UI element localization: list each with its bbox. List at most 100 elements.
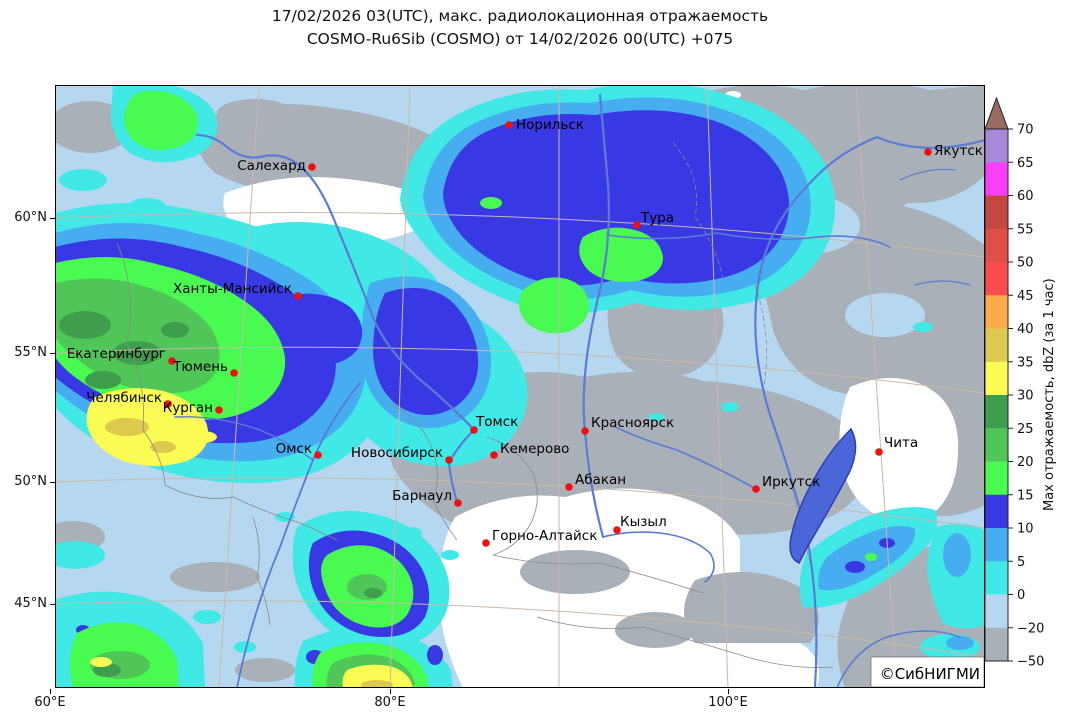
city-marker: Ханты-Мансийск xyxy=(173,281,302,300)
lat-tick-label: 55°N xyxy=(14,345,47,360)
city-marker: Якутск xyxy=(924,143,983,159)
colorbar-tick-label: 0 xyxy=(1017,588,1025,603)
city-label: Салехард xyxy=(237,158,306,174)
colorbar-segment xyxy=(985,195,1008,230)
city-marker: Салехард xyxy=(237,158,316,174)
city-label: Иркутск xyxy=(762,474,820,490)
lon-tick-label: 60°E xyxy=(34,695,66,710)
city-label: Тюмень xyxy=(172,359,228,375)
colorbar-tick-label: −50 xyxy=(1017,655,1044,670)
colorbar-segment xyxy=(985,328,1008,363)
colorbar-segment xyxy=(985,129,1008,163)
colorbar-segment xyxy=(985,162,1008,196)
city-marker: Абакан xyxy=(565,472,626,491)
colorbar-segment xyxy=(985,395,1008,429)
city-label: Курган xyxy=(163,400,213,416)
city-dot xyxy=(308,163,316,171)
city-markers: Норильск Салехард Якутск Тура Ханты-Мансийск… xyxy=(67,117,983,547)
city-label: Кемерово xyxy=(500,441,569,457)
lat-tick-mark xyxy=(50,353,55,354)
city-label: Норильск xyxy=(516,117,584,133)
city-dot xyxy=(168,357,176,365)
colorbar-segment xyxy=(985,561,1008,595)
plot-title-line1: 17/02/2026 03(UTC), макс. радиолокационн… xyxy=(271,7,769,25)
city-dot xyxy=(164,400,172,408)
city-label: Омск xyxy=(276,441,312,457)
city-dot xyxy=(314,451,322,459)
city-marker: Екатеринбург xyxy=(67,346,176,365)
city-label: Новосибирск xyxy=(351,445,443,461)
colorbar-tick-label: 35 xyxy=(1017,355,1034,370)
lon-tick-mark xyxy=(50,689,51,694)
colorbar-segment xyxy=(985,528,1008,562)
city-label: Красноярск xyxy=(591,415,674,431)
colorbar-tick-label: 25 xyxy=(1017,422,1034,437)
city-dot xyxy=(752,485,760,493)
city-marker: Иркутск xyxy=(752,474,820,493)
city-label: Ханты-Мансийск xyxy=(173,281,292,297)
city-marker: Томск xyxy=(470,414,518,434)
colorbar-segment xyxy=(985,594,1008,629)
lake-baikal xyxy=(789,427,857,565)
colorbar-tick-label: 50 xyxy=(1017,256,1034,271)
city-marker: Новосибирск xyxy=(351,445,453,464)
city-marker: Норильск xyxy=(505,117,584,133)
city-dot xyxy=(924,148,932,156)
lat-tick-label: 60°N xyxy=(14,210,47,225)
colorbar-segment xyxy=(985,494,1008,529)
colorbar-tick-label: 15 xyxy=(1017,488,1034,503)
city-dot xyxy=(613,526,621,534)
colorbar-title: Max отражаемость, dbZ (за 1 час) xyxy=(1042,278,1057,512)
colorbar-tick-label: 60 xyxy=(1017,189,1034,204)
city-marker: Барнаул xyxy=(392,488,462,507)
colorbar-segment xyxy=(985,262,1008,296)
colorbar-tick-label: 5 xyxy=(1017,555,1025,570)
lat-tick-label: 50°N xyxy=(14,474,47,489)
lon-tick-mark xyxy=(390,689,391,694)
lon-tick-label: 80°E xyxy=(374,695,406,710)
city-label: Барнаул xyxy=(392,488,452,504)
colorbar-segment xyxy=(985,228,1008,263)
colorbar-tick-label: 65 xyxy=(1017,156,1034,171)
city-dot xyxy=(482,539,490,547)
copyright-text: ©СибНИГМИ xyxy=(880,665,980,683)
city-label: Горно-Алтайск xyxy=(492,528,597,544)
city-marker: Челябинск xyxy=(86,390,172,408)
city-marker: Чита xyxy=(875,435,918,456)
plot-title: 17/02/2026 03(UTC), макс. радиолокационн… xyxy=(55,5,985,51)
city-label: Екатеринбург xyxy=(67,346,166,362)
radar-map: Норильск Салехард Якутск Тура Ханты-Мансийск… xyxy=(55,85,985,688)
colorbar-segment xyxy=(985,627,1008,662)
city-marker: Кемерово xyxy=(490,441,569,459)
city-label: Томск xyxy=(475,414,518,430)
city-dot xyxy=(470,426,478,434)
colorbar-tick-label: 10 xyxy=(1017,522,1034,537)
city-marker: Кызыл xyxy=(613,514,667,534)
lat-tick-mark xyxy=(50,482,55,483)
city-dot xyxy=(230,369,238,377)
city-dot xyxy=(633,221,641,229)
lon-tick-mark xyxy=(728,689,729,694)
lat-tick-label: 45°N xyxy=(14,596,47,611)
colorbar-tick-label: 70 xyxy=(1017,123,1034,138)
colorbar-tick-label: −20 xyxy=(1017,621,1044,636)
colorbar-tick-label: 30 xyxy=(1017,389,1034,404)
city-label: Кызыл xyxy=(620,514,667,530)
city-dot xyxy=(454,499,462,507)
colorbar-tick-label: 45 xyxy=(1017,289,1034,304)
lon-tick-label: 100°E xyxy=(708,695,748,710)
city-dot xyxy=(294,292,302,300)
lat-tick-mark xyxy=(50,604,55,605)
city-marker: Курган xyxy=(163,400,223,416)
copyright: ©СибНИГМИ xyxy=(870,656,985,688)
plot-title-line2: COSMO-Ru6Sib (COSMO) от 14/02/2026 00(UT… xyxy=(306,30,734,48)
city-label: Чита xyxy=(884,435,918,451)
city-label: Челябинск xyxy=(86,390,162,406)
colorbar-segment xyxy=(985,295,1008,329)
colorbar-segment xyxy=(985,461,1008,496)
city-marker: Красноярск xyxy=(581,415,674,435)
colorbar-tick-label: 20 xyxy=(1017,455,1034,470)
city-dot xyxy=(490,451,498,459)
